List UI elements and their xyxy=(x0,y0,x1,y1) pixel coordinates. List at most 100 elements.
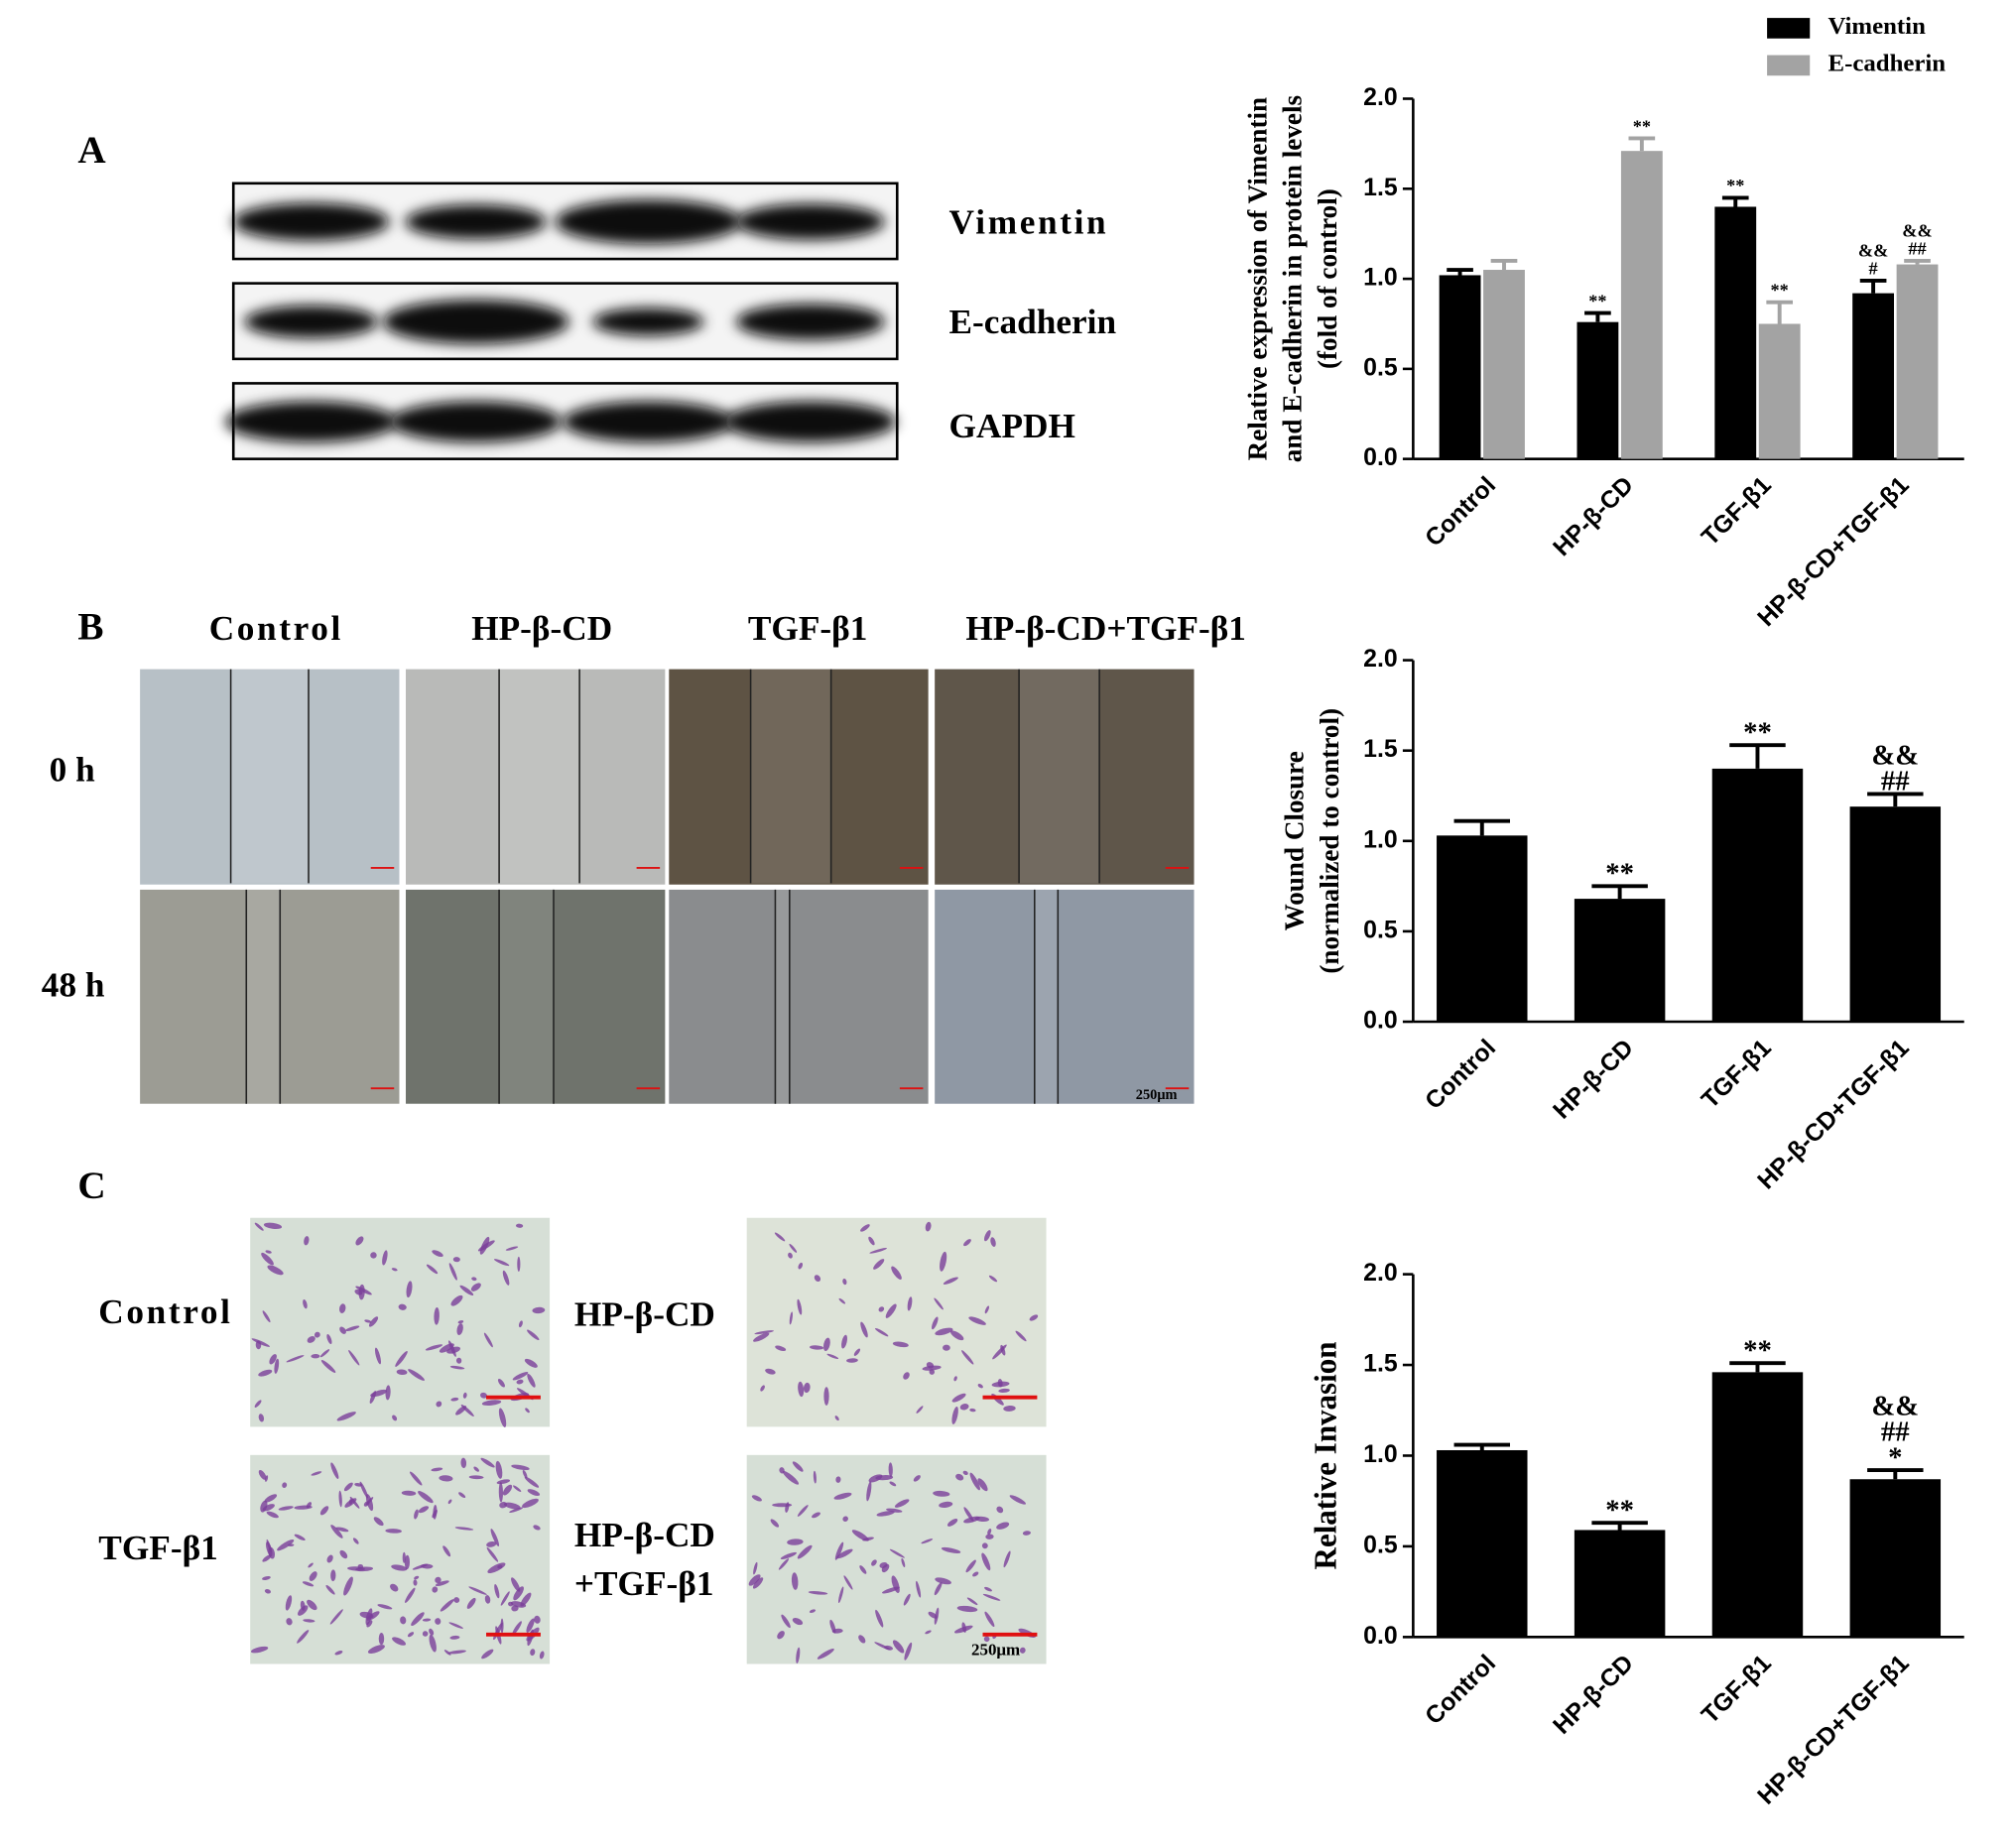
cell xyxy=(752,1577,764,1589)
cell xyxy=(972,1571,979,1577)
cell xyxy=(885,1303,897,1318)
cell xyxy=(812,1512,820,1519)
cell xyxy=(455,1357,462,1364)
cell xyxy=(939,1501,953,1509)
cell xyxy=(448,1263,457,1281)
cell xyxy=(935,1577,951,1585)
images xyxy=(140,182,1195,1664)
cell xyxy=(997,1379,1003,1388)
cell xyxy=(950,1330,964,1341)
cell xyxy=(834,1541,844,1560)
x-tick-label: HP-β-CD+TGF-β1 xyxy=(1753,1035,1915,1194)
cell xyxy=(873,1259,885,1270)
y-tick-label: 1.0 xyxy=(1363,826,1398,853)
cell xyxy=(1015,1330,1027,1342)
cell xyxy=(480,1457,495,1468)
cell xyxy=(432,1509,438,1519)
cell xyxy=(508,1601,514,1607)
blot-band xyxy=(735,203,885,240)
cell xyxy=(934,1297,944,1310)
cell xyxy=(355,1236,364,1246)
cell xyxy=(311,1471,322,1476)
cell xyxy=(858,1635,866,1644)
column-label: HP-β-CD xyxy=(471,609,612,648)
cell xyxy=(344,1498,357,1508)
cell xyxy=(959,1404,969,1411)
significance-label: # xyxy=(1869,259,1878,279)
cell xyxy=(963,1239,971,1247)
wound-image xyxy=(935,669,1195,885)
cell xyxy=(481,1400,502,1406)
cell xyxy=(892,1640,905,1654)
y-tick-label: 1.5 xyxy=(1363,1351,1398,1378)
cell xyxy=(285,1595,293,1611)
cell xyxy=(453,1597,460,1603)
panel-label: A xyxy=(77,129,105,172)
error-bar xyxy=(1453,1442,1511,1450)
wound-image xyxy=(669,889,929,1104)
cell xyxy=(309,1571,317,1581)
cell xyxy=(511,1464,530,1471)
blot-band xyxy=(592,308,704,336)
cell xyxy=(498,1482,504,1503)
invasion-image xyxy=(746,1217,1047,1427)
cell xyxy=(921,1538,934,1544)
cell xyxy=(294,1534,306,1541)
cell xyxy=(751,1495,762,1502)
cell xyxy=(365,1494,374,1512)
cell xyxy=(319,1506,329,1516)
cell xyxy=(826,1353,839,1359)
significance-label: && xyxy=(1871,741,1919,772)
legend-swatch xyxy=(1767,55,1811,76)
cell xyxy=(395,1350,408,1367)
cell xyxy=(368,1316,379,1327)
cell xyxy=(534,1615,541,1624)
cell xyxy=(875,1609,884,1628)
x-tick-label: HP-β-CD xyxy=(1549,472,1639,561)
cell xyxy=(796,1647,801,1663)
cell xyxy=(996,1522,1010,1530)
x-tick-label: Control xyxy=(1421,472,1502,553)
cell xyxy=(891,1266,902,1280)
error-bar xyxy=(1729,1361,1786,1373)
cell xyxy=(329,1609,343,1625)
cell xyxy=(459,1285,474,1295)
bar xyxy=(1437,1449,1528,1638)
cell xyxy=(447,1499,452,1505)
cell xyxy=(860,1321,868,1338)
wound-gap xyxy=(499,669,580,884)
cell xyxy=(391,1564,408,1571)
cell xyxy=(410,1471,423,1486)
cell xyxy=(1003,1550,1011,1568)
cell xyxy=(442,1545,451,1557)
y-tick-label: 0.5 xyxy=(1363,917,1398,943)
cell xyxy=(480,1392,487,1399)
cell xyxy=(513,1586,524,1601)
cell xyxy=(822,1337,830,1352)
cell xyxy=(302,1581,315,1587)
cell xyxy=(258,1414,265,1422)
y-tick-label: 1.0 xyxy=(1363,265,1398,292)
x-tick-label: HP-β-CD+TGF-β1 xyxy=(1753,472,1915,632)
scale-bar-label: 250μm xyxy=(971,1640,1020,1659)
y-tick-label: 2.0 xyxy=(1363,84,1398,111)
bar xyxy=(1849,806,1942,1023)
cell xyxy=(813,1470,817,1484)
cell xyxy=(894,1499,910,1508)
cell xyxy=(860,1224,870,1232)
cell xyxy=(354,1289,363,1295)
wound-gap xyxy=(1034,889,1059,1104)
row-label: 48 h xyxy=(42,966,105,1005)
y-tick-label: 0.0 xyxy=(1363,1623,1398,1650)
y-axis-label: Relative Invasion xyxy=(1308,1342,1342,1570)
bar xyxy=(1758,323,1801,459)
cell xyxy=(265,1250,272,1254)
cell xyxy=(789,1311,793,1325)
bar xyxy=(1574,899,1666,1023)
cell xyxy=(754,1330,774,1335)
cell xyxy=(511,1577,521,1592)
cell xyxy=(512,1372,529,1381)
cell xyxy=(343,1576,353,1596)
significance-label: && xyxy=(1902,221,1932,241)
cell xyxy=(901,1557,906,1568)
